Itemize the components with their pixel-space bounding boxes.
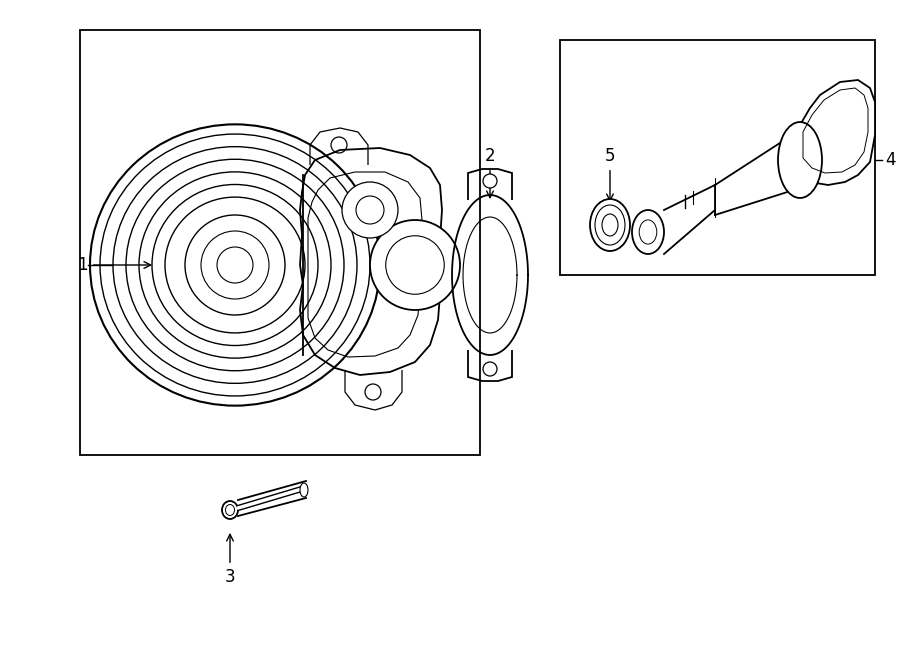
Ellipse shape — [370, 220, 460, 310]
Ellipse shape — [483, 174, 497, 188]
Text: 5: 5 — [605, 147, 616, 201]
Ellipse shape — [222, 501, 238, 519]
Text: 2: 2 — [485, 147, 495, 198]
Ellipse shape — [590, 199, 630, 251]
Text: 1: 1 — [77, 256, 150, 274]
Bar — [80, 30, 480, 455]
Bar — [560, 40, 875, 275]
Ellipse shape — [342, 182, 398, 238]
Polygon shape — [800, 80, 875, 185]
Ellipse shape — [632, 210, 664, 254]
Ellipse shape — [602, 214, 618, 236]
Text: 4: 4 — [885, 151, 895, 169]
Ellipse shape — [300, 483, 308, 497]
Ellipse shape — [778, 122, 822, 198]
Ellipse shape — [483, 362, 497, 376]
Text: 3: 3 — [225, 534, 235, 586]
